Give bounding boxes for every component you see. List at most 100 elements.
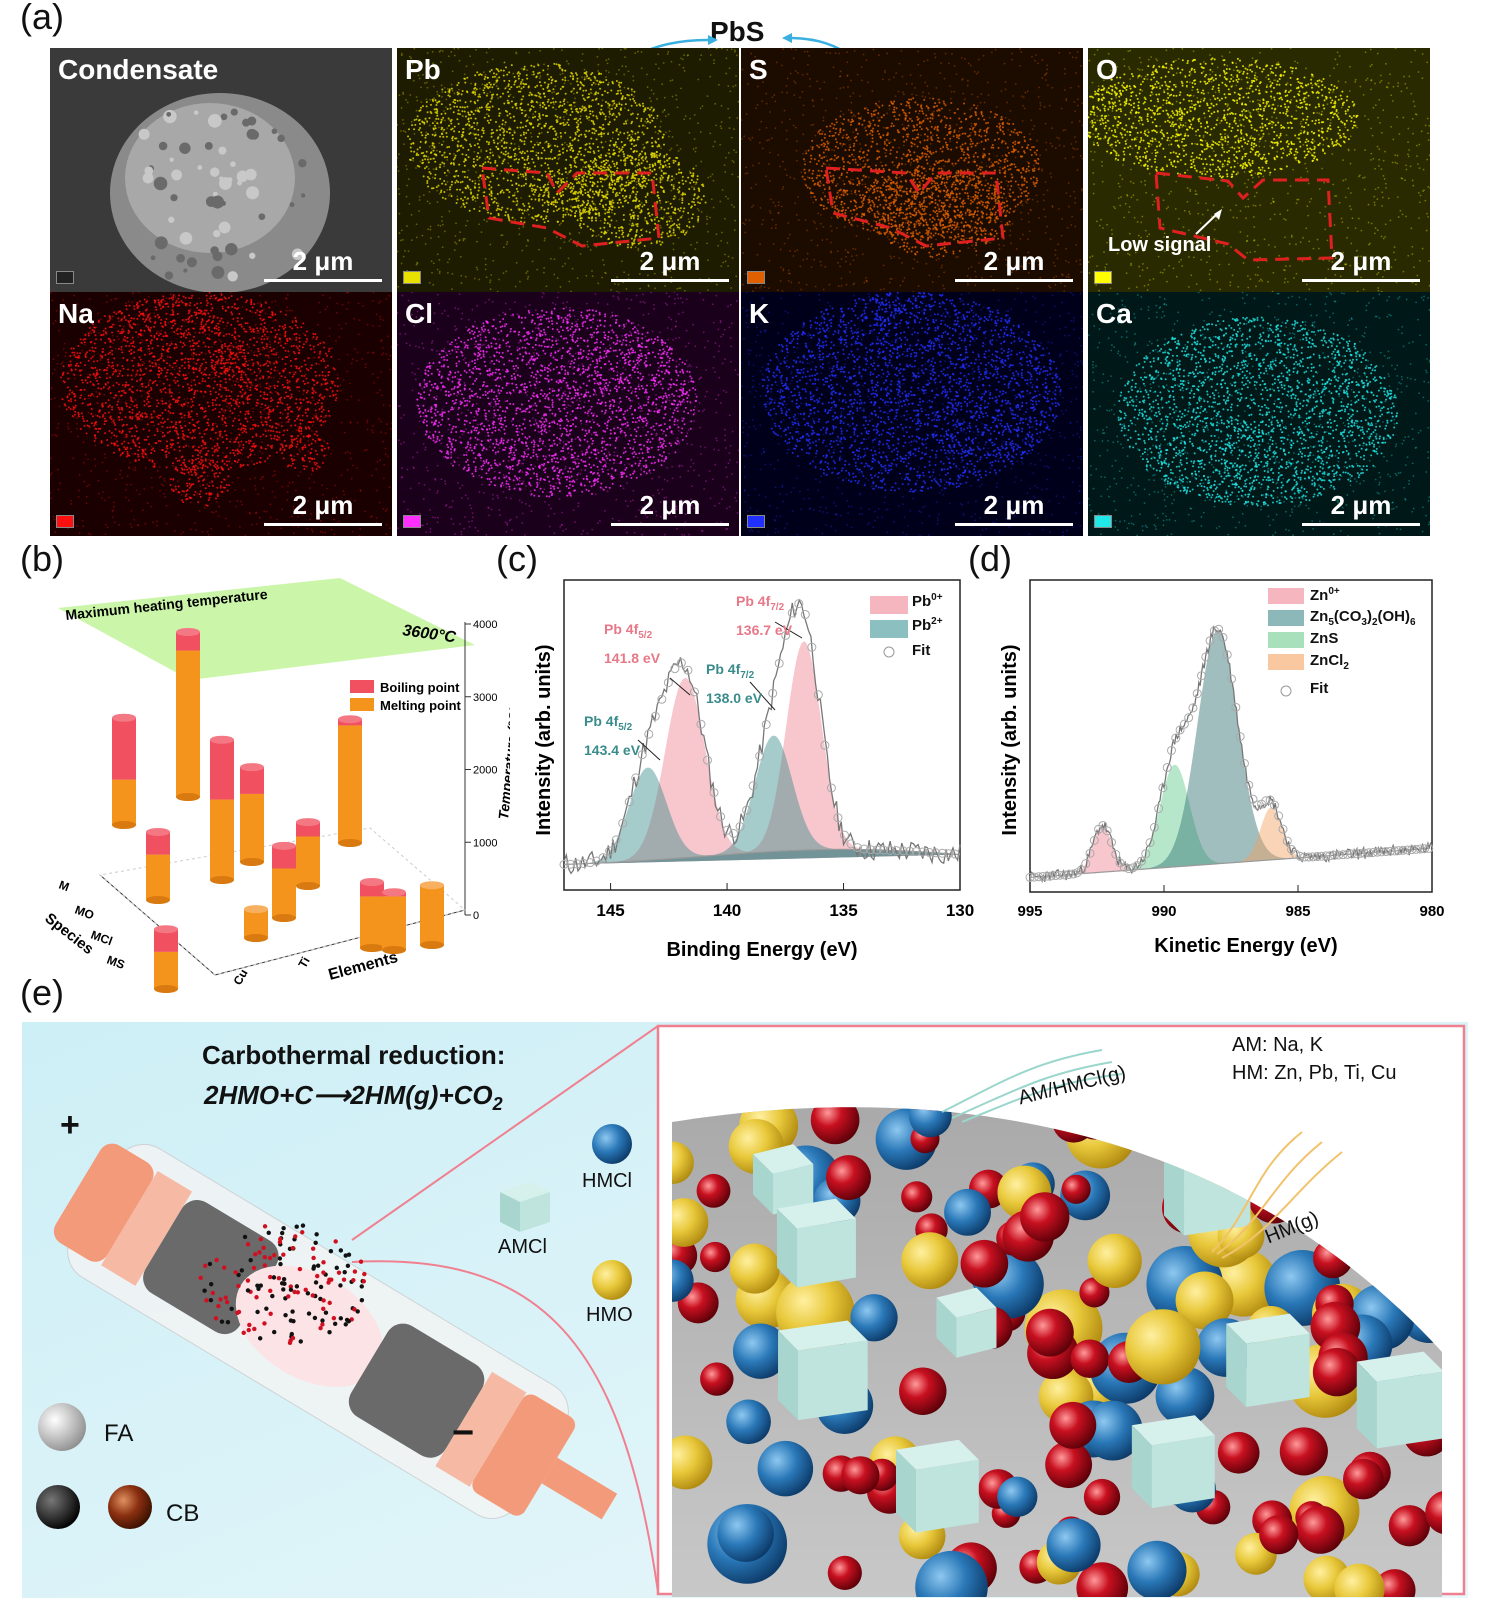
- eds-signal-dot: [819, 129, 822, 132]
- eds-noise-dot: [588, 119, 590, 121]
- eds-signal-dot: [528, 94, 531, 97]
- eds-noise-dot: [790, 48, 793, 50]
- eds-noise-dot: [847, 86, 849, 88]
- eds-signal-dot: [577, 123, 580, 126]
- eds-noise-dot: [758, 286, 761, 289]
- eds-signal-dot: [599, 188, 602, 191]
- eds-noise-dot: [794, 82, 797, 84]
- eds-signal-dot: [460, 93, 463, 96]
- eds-noise-dot: [1005, 197, 1007, 200]
- eds-noise-dot: [855, 254, 858, 257]
- eds-signal-dot: [527, 162, 530, 165]
- eds-noise-dot: [742, 252, 744, 254]
- eds-signal-dot: [622, 187, 625, 190]
- eds-signal-dot: [530, 64, 533, 67]
- eds-noise-dot: [1002, 244, 1005, 247]
- eds-signal-dot: [497, 87, 500, 90]
- eds-signal-dot: [1009, 168, 1012, 171]
- eds-noise-dot: [1068, 52, 1071, 54]
- eds-noise-dot: [846, 61, 849, 64]
- eds-signal-dot: [575, 155, 578, 158]
- eds-signal-dot: [630, 147, 633, 150]
- eds-noise-dot: [1055, 275, 1058, 278]
- eds-noise-dot: [399, 239, 402, 242]
- eds-noise-dot: [706, 223, 708, 225]
- eds-signal-dot: [974, 170, 977, 173]
- eds-noise-dot: [771, 96, 774, 99]
- eds-signal-dot: [615, 146, 618, 149]
- eds-signal-dot: [480, 135, 483, 138]
- eds-noise-dot: [789, 249, 792, 252]
- eds-signal-dot: [966, 192, 969, 195]
- eds-signal-dot: [423, 121, 426, 124]
- eds-signal-dot: [618, 192, 621, 195]
- eds-noise-dot: [585, 77, 588, 79]
- eds-signal-dot: [617, 206, 620, 209]
- eds-signal-dot: [656, 191, 659, 194]
- eds-noise-dot: [1011, 222, 1014, 225]
- eds-noise-dot: [520, 67, 523, 70]
- eds-signal-dot: [903, 111, 906, 114]
- eds-signal-dot: [599, 156, 602, 159]
- eds-noise-dot: [427, 156, 430, 159]
- eds-signal-dot: [488, 81, 491, 84]
- eds-signal-dot: [494, 161, 497, 164]
- eds-signal-dot: [457, 122, 460, 125]
- eds-signal-dot: [687, 176, 690, 179]
- eds-signal-dot: [630, 224, 633, 227]
- eds-noise-dot: [700, 211, 703, 213]
- eds-signal-dot: [502, 131, 505, 134]
- eds-noise-dot: [779, 280, 782, 282]
- eds-signal-dot: [503, 79, 506, 82]
- eds-signal-dot: [633, 214, 636, 217]
- eds-noise-dot: [567, 257, 570, 260]
- eds-noise-dot: [610, 289, 612, 291]
- eds-signal-dot: [962, 153, 965, 156]
- eds-signal-dot: [944, 141, 947, 144]
- eds-signal-dot: [417, 154, 420, 157]
- eds-noise-dot: [939, 72, 942, 75]
- eds-noise-dot: [935, 87, 938, 89]
- eds-signal-dot: [835, 127, 838, 130]
- eds-noise-dot: [1020, 211, 1023, 214]
- eds-signal-dot: [534, 86, 537, 89]
- eds-signal-dot: [453, 105, 456, 108]
- eds-noise-dot: [667, 113, 670, 116]
- eds-signal-dot: [942, 208, 945, 211]
- eds-noise-dot: [486, 113, 489, 116]
- eds-noise-dot: [870, 140, 873, 143]
- eds-signal-dot: [875, 182, 878, 185]
- eds-signal-dot: [668, 220, 671, 223]
- eds-signal-dot: [448, 145, 451, 148]
- eds-signal-dot: [893, 188, 896, 191]
- eds-signal-dot: [600, 135, 603, 138]
- eds-signal-dot: [439, 177, 442, 180]
- eds-signal-dot: [848, 148, 851, 151]
- eds-signal-dot: [538, 193, 541, 196]
- eds-signal-dot: [1002, 209, 1005, 212]
- eds-signal-dot: [507, 101, 510, 104]
- eds-noise-dot: [1046, 225, 1049, 228]
- eds-signal-dot: [600, 231, 603, 234]
- eds-signal-dot: [598, 126, 601, 129]
- eds-signal-dot: [532, 217, 535, 220]
- eds-signal-dot: [414, 123, 417, 126]
- eds-noise-dot: [856, 225, 859, 227]
- eds-signal-dot: [489, 100, 492, 103]
- eds-signal-dot: [503, 134, 506, 137]
- eds-signal-dot: [655, 241, 658, 244]
- eds-signal-dot: [490, 94, 493, 97]
- eds-signal-dot: [492, 83, 495, 86]
- eds-noise-dot: [613, 206, 616, 209]
- eds-noise-dot: [734, 84, 737, 87]
- eds-signal-dot: [546, 201, 549, 204]
- eds-noise-dot: [757, 85, 759, 88]
- eds-noise-dot: [970, 196, 973, 198]
- eds-signal-dot: [511, 106, 514, 109]
- eds-noise-dot: [419, 160, 422, 163]
- eds-signal-dot: [1008, 211, 1011, 214]
- eds-signal-dot: [903, 128, 906, 131]
- eds-signal-dot: [644, 185, 647, 188]
- eds-signal-dot: [662, 189, 665, 192]
- eds-noise-dot: [978, 262, 980, 264]
